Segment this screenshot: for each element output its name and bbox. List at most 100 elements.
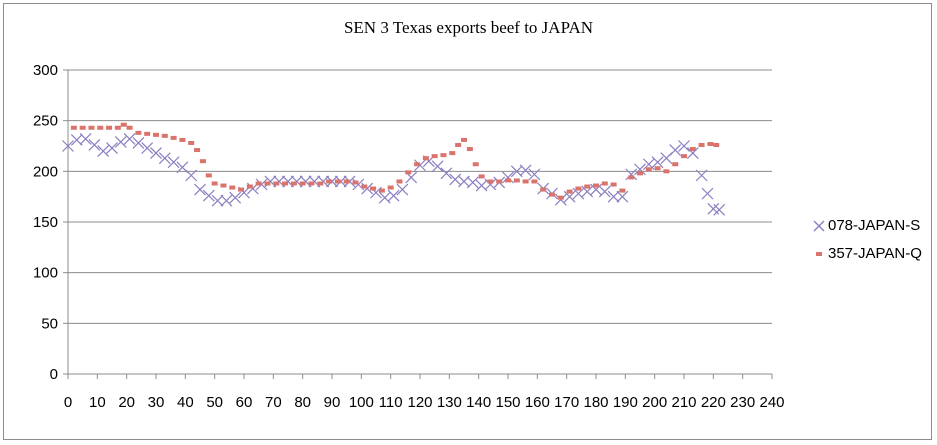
data-point	[88, 139, 101, 151]
data-point	[678, 140, 690, 152]
x-tick-label: 80	[294, 394, 311, 411]
data-point	[141, 142, 154, 154]
data-point	[88, 125, 95, 130]
x-tick-label: 230	[730, 394, 755, 411]
data-point	[97, 125, 104, 130]
x-tick-label: 200	[642, 394, 667, 411]
data-point	[689, 147, 696, 152]
data-point	[334, 179, 341, 184]
square-marker-icon	[816, 252, 822, 256]
data-point	[616, 190, 629, 203]
data-point	[522, 179, 529, 184]
data-point	[496, 179, 503, 184]
x-tick-label: 100	[349, 394, 374, 411]
data-point	[123, 132, 136, 145]
data-point	[179, 137, 186, 142]
data-point	[255, 181, 262, 186]
axes	[63, 69, 773, 379]
data-point	[598, 185, 611, 198]
data-point	[246, 184, 253, 189]
data-point	[549, 192, 555, 197]
data-point	[651, 156, 664, 169]
data-point	[120, 122, 127, 127]
data-point	[557, 195, 564, 200]
data-point	[361, 184, 368, 189]
data-point	[405, 170, 412, 175]
data-point	[554, 193, 567, 206]
data-point	[343, 179, 350, 184]
data-point	[593, 183, 599, 188]
data-point	[669, 144, 682, 156]
data-point	[370, 186, 377, 191]
data-point	[378, 188, 385, 193]
data-point	[695, 169, 708, 182]
data-point	[114, 136, 127, 148]
x-tick-label: 160	[525, 394, 550, 411]
data-point	[167, 156, 180, 169]
data-point	[188, 140, 195, 145]
x-tick-label: 90	[324, 394, 341, 411]
data-point	[202, 189, 215, 202]
x-marker-icon	[813, 220, 825, 232]
x-tick-label: 30	[148, 394, 165, 411]
data-point	[540, 187, 547, 192]
y-tick-label: 50	[41, 315, 58, 332]
x-tick-label: 110	[379, 394, 403, 411]
data-point	[601, 181, 608, 186]
data-point	[625, 168, 638, 181]
data-point	[264, 181, 271, 186]
data-point	[70, 125, 77, 130]
legend: 078-JAPAN-S 357-JAPAN-Q	[812, 216, 922, 272]
x-tick-label: 150	[495, 394, 520, 411]
data-point	[566, 189, 573, 194]
data-point	[431, 160, 444, 173]
x-tick-label: 140	[466, 394, 491, 411]
x-tick-label: 130	[437, 394, 462, 411]
data-point	[505, 178, 511, 183]
data-point	[461, 137, 467, 142]
data-point	[317, 181, 324, 186]
data-point	[575, 186, 582, 191]
data-point	[466, 176, 479, 189]
x-tick-label: 0	[64, 394, 72, 411]
data-point	[698, 142, 705, 147]
x-tick-labels: 0 10 20 30 40 50 60 70 80 90 100 110 120 130 140 150 160…	[64, 394, 785, 411]
data-point	[126, 125, 133, 130]
data-point	[584, 184, 591, 189]
data-point	[199, 159, 206, 164]
series-2-points	[70, 122, 720, 200]
x-tick-label: 220	[701, 394, 726, 411]
legend-item-series-2: 357-JAPAN-Q	[812, 244, 922, 272]
legend-label-series-2: 357-JAPAN-Q	[828, 245, 922, 262]
data-point	[106, 142, 118, 154]
chart-title: SEN 3 Texas exports beef to JAPAN	[343, 18, 594, 37]
legend-label-series-1: 078-JAPAN-S	[828, 217, 921, 234]
data-points	[62, 122, 726, 216]
data-point	[610, 182, 617, 187]
data-point	[132, 137, 145, 149]
data-point	[455, 142, 462, 147]
data-point	[97, 145, 110, 157]
data-point	[713, 203, 726, 216]
y-tick-label: 250	[33, 113, 58, 130]
x-tick-label: 60	[236, 394, 253, 411]
data-point	[440, 167, 453, 180]
data-point	[153, 132, 159, 137]
x-tick-label: 10	[89, 394, 106, 411]
data-point	[396, 183, 409, 196]
data-point	[528, 168, 541, 181]
data-point	[422, 156, 429, 161]
data-point	[79, 132, 92, 145]
x-tick-label: 70	[265, 394, 282, 411]
data-point	[634, 163, 646, 176]
data-point	[431, 154, 438, 159]
data-point	[229, 191, 242, 204]
x-tick-label: 120	[407, 394, 432, 411]
y-tick-label: 200	[33, 163, 58, 180]
data-point	[645, 167, 652, 172]
data-point	[211, 181, 218, 186]
x-tick-label: 240	[759, 394, 784, 411]
data-point	[161, 133, 168, 138]
data-point	[663, 169, 670, 174]
